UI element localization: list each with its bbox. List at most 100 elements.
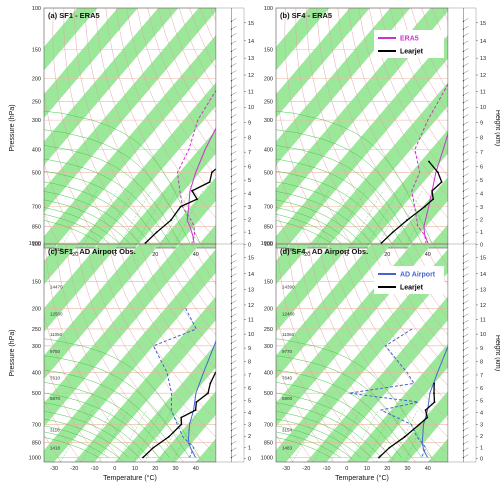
pressure-tick-label: 300: [32, 118, 41, 124]
isotherm-band: [44, 8, 179, 166]
isotherm-band: [195, 438, 216, 462]
height-tick-label: 4: [248, 411, 251, 417]
wind-barb: [231, 180, 237, 185]
dry-adiabat: [128, 244, 216, 386]
wind-barb: [463, 320, 469, 324]
wind-barb: [231, 232, 237, 236]
dry-adiabat: [65, 244, 185, 462]
wind-barb: [463, 287, 469, 291]
height-tick-label: 0: [480, 457, 483, 463]
wind-barb: [231, 434, 237, 438]
learjet-point: [142, 456, 144, 459]
dry-adiabat: [308, 244, 437, 462]
pressure-tick-label: 500: [32, 391, 41, 397]
dry-adiabat: [136, 8, 216, 177]
mixing-ratio-line: [349, 190, 384, 248]
height-tick-label: 12: [248, 303, 254, 309]
legend-label: AD Airport: [400, 272, 436, 279]
dry-adiabat: [381, 244, 448, 353]
height-tick-label: 3: [248, 423, 251, 429]
pressure-tick-label: 100: [32, 6, 41, 12]
mixing-ratio-line: [330, 190, 366, 248]
panel-title: (a) SF1 - ERA5: [48, 11, 100, 20]
wind-barb: [231, 202, 237, 207]
panel-title: (b) SF4 - ERA5: [280, 11, 332, 20]
wind-barb: [231, 293, 237, 298]
temperature-tick-label: -10: [323, 466, 331, 472]
temperature-tick-label: -20: [70, 466, 78, 472]
height-tick-label: 10: [248, 105, 254, 111]
wind-barb: [231, 33, 237, 37]
isotherm-band: [306, 296, 448, 462]
height-tick-label: 12: [248, 73, 254, 79]
wind-barb: [463, 173, 469, 177]
mixing-ratio-line: [133, 190, 167, 248]
dry-adiabat: [297, 244, 417, 462]
pressure-tick-label: 850: [264, 440, 273, 446]
learjet-point: [196, 198, 199, 201]
learjet-point: [388, 446, 391, 449]
dry-adiabat: [379, 8, 448, 156]
height-tick-label: 4: [480, 411, 483, 417]
mixing-ratio-line: [98, 190, 134, 248]
wind-barb: [231, 413, 237, 418]
learjet-point: [211, 171, 213, 174]
wind-barb: [463, 373, 469, 377]
wind-barb: [463, 239, 469, 244]
wind-barb: [463, 260, 469, 264]
learjet-point: [403, 435, 406, 438]
wind-barb: [463, 447, 469, 451]
pressure-tick-label: 300: [32, 344, 41, 350]
learjet-point: [423, 205, 426, 208]
height-label: 5870: [50, 396, 61, 401]
wind-barb: [463, 151, 469, 155]
pressure-tick-label: 150: [32, 280, 41, 286]
wind-barb: [231, 77, 237, 81]
height-tick-label: 0: [248, 242, 251, 248]
height-tick-label: 2: [248, 434, 251, 440]
temperature-tick-label: -30: [50, 466, 58, 472]
dry-adiabat: [371, 244, 448, 369]
wind-column: [215, 243, 245, 463]
panel-b: 1001502002503004005007008501000-30-20-10…: [261, 6, 500, 258]
wind-barb: [463, 266, 469, 270]
wind-barb: [463, 252, 469, 257]
height-tick-label: 15: [248, 21, 254, 27]
height-tick-label: 1: [248, 446, 251, 452]
wind-barb: [231, 373, 237, 377]
learjet-point: [431, 190, 433, 192]
height-tick-label: 15: [480, 255, 486, 261]
wind-barb: [463, 114, 469, 118]
height-tick-label: 14: [248, 39, 254, 45]
pressure-tick-label: 300: [264, 118, 273, 124]
isotherm-band: [44, 244, 79, 285]
series-era5-temperature: [423, 131, 448, 244]
temperature-tick-label: 20: [152, 252, 158, 258]
wind-barb: [463, 400, 469, 404]
wind-barb: [231, 114, 237, 118]
wind-barb: [463, 40, 469, 44]
dry-adiabat: [276, 211, 294, 248]
learjet-point: [440, 181, 443, 183]
height-label: 16810: [50, 247, 63, 252]
dry-adiabat: [339, 244, 448, 420]
mixing-ratio-line: [117, 190, 152, 248]
height-label: 1418: [50, 445, 61, 450]
dry-adiabat: [44, 161, 82, 248]
pressure-tick-label: 100: [264, 6, 273, 12]
pressure-tick-label: 300: [264, 344, 273, 350]
plot-area: [276, 8, 448, 248]
isotherm-band: [44, 8, 216, 213]
height-label: 5900: [282, 396, 293, 401]
wind-barb: [463, 92, 469, 96]
dry-adiabat: [147, 8, 216, 156]
height-tick-label: 13: [480, 288, 486, 294]
wind-barb: [463, 367, 469, 371]
wind-barb: [463, 106, 469, 111]
height-tick-label: 5: [480, 178, 483, 184]
height-tick-label: 1: [480, 230, 483, 236]
height-tick-label: 7: [248, 373, 251, 379]
wind-barb: [231, 380, 237, 384]
dry-adiabat: [139, 244, 216, 369]
